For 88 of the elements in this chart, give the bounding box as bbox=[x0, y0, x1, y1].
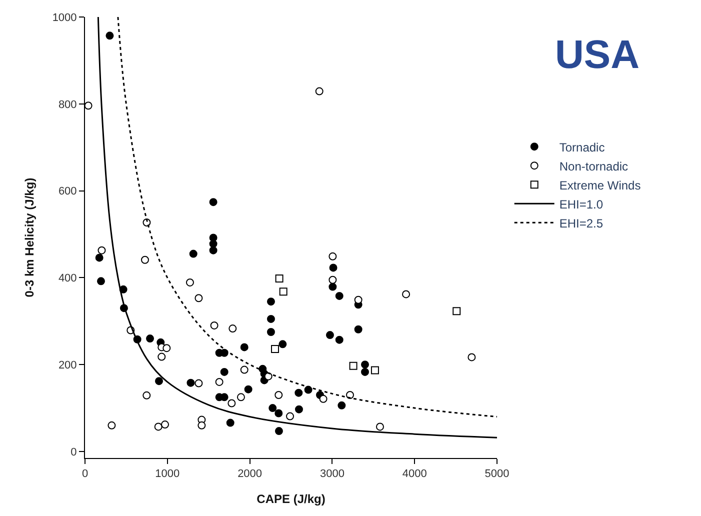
x-tick-label: 2000 bbox=[238, 468, 262, 480]
point bbox=[98, 246, 106, 254]
point bbox=[85, 102, 92, 110]
point bbox=[158, 352, 166, 361]
point bbox=[244, 385, 252, 394]
point bbox=[329, 264, 338, 272]
point bbox=[274, 391, 283, 399]
point bbox=[402, 290, 410, 298]
point bbox=[315, 87, 324, 96]
point bbox=[338, 401, 346, 410]
point bbox=[194, 294, 203, 302]
point bbox=[266, 328, 275, 336]
point bbox=[106, 32, 114, 40]
y-tick-label: 0 bbox=[70, 446, 77, 458]
point bbox=[186, 378, 195, 387]
legend-label: Tornadic bbox=[559, 140, 605, 154]
point bbox=[274, 409, 283, 418]
text: USA bbox=[555, 33, 640, 77]
point bbox=[328, 252, 337, 260]
point bbox=[142, 391, 151, 400]
point bbox=[162, 344, 171, 352]
point bbox=[155, 377, 163, 386]
point bbox=[240, 366, 248, 374]
point bbox=[319, 394, 328, 403]
point bbox=[279, 288, 288, 296]
legend-label: Extreme Winds bbox=[559, 178, 641, 192]
point bbox=[210, 321, 218, 330]
point bbox=[264, 372, 272, 380]
point bbox=[370, 366, 379, 374]
point bbox=[278, 340, 287, 348]
point bbox=[328, 276, 337, 284]
point bbox=[108, 421, 116, 430]
point bbox=[209, 246, 218, 254]
x-tick-label: 4000 bbox=[402, 468, 427, 480]
point bbox=[268, 404, 277, 412]
point bbox=[275, 274, 284, 283]
point bbox=[226, 418, 234, 427]
point bbox=[452, 307, 461, 316]
point bbox=[271, 344, 280, 353]
y-axis-title: 0-3 km Helicity (J/kg) bbox=[22, 178, 37, 298]
point bbox=[95, 254, 104, 262]
x-tick-label: 0 bbox=[82, 468, 88, 480]
point bbox=[361, 368, 369, 376]
point bbox=[326, 331, 334, 340]
y-tick-label: 600 bbox=[58, 186, 77, 198]
legend-label: EHI=1.0 bbox=[559, 197, 604, 212]
point bbox=[335, 336, 344, 344]
point bbox=[186, 278, 194, 286]
point bbox=[140, 256, 149, 264]
point bbox=[294, 405, 303, 414]
point bbox=[154, 422, 162, 431]
point bbox=[146, 334, 154, 343]
point bbox=[328, 282, 337, 291]
x-tick-label: 3000 bbox=[320, 468, 344, 480]
y-tick-label: 1000 bbox=[52, 12, 77, 24]
y-tick-label: 200 bbox=[58, 359, 77, 372]
point bbox=[354, 325, 362, 334]
y-tick-label: 800 bbox=[58, 98, 77, 111]
point bbox=[266, 298, 275, 306]
point bbox=[354, 296, 362, 304]
point bbox=[228, 324, 237, 333]
point bbox=[209, 240, 218, 248]
point bbox=[294, 388, 303, 397]
point bbox=[96, 277, 105, 286]
point bbox=[209, 198, 218, 206]
x-tick-label: 1000 bbox=[155, 468, 180, 480]
point bbox=[228, 399, 236, 408]
point bbox=[335, 292, 344, 300]
point bbox=[236, 393, 245, 402]
y-tick-label: 400 bbox=[58, 272, 77, 285]
legend-label: EHI=2.5 bbox=[559, 216, 604, 230]
point bbox=[161, 420, 170, 429]
x-axis-title: CAPE (J/kg) bbox=[256, 492, 326, 506]
point bbox=[274, 427, 283, 436]
point bbox=[194, 379, 203, 388]
point bbox=[376, 422, 384, 431]
point bbox=[286, 412, 294, 420]
point bbox=[349, 362, 358, 370]
legend-label: Non-tornadic bbox=[559, 159, 628, 174]
point bbox=[240, 343, 248, 352]
point bbox=[220, 368, 228, 376]
point bbox=[215, 378, 224, 386]
point bbox=[198, 421, 206, 430]
point bbox=[468, 353, 476, 362]
x-tick-label: 5000 bbox=[484, 468, 510, 480]
point bbox=[266, 314, 275, 323]
point bbox=[189, 250, 198, 258]
point bbox=[361, 360, 369, 369]
